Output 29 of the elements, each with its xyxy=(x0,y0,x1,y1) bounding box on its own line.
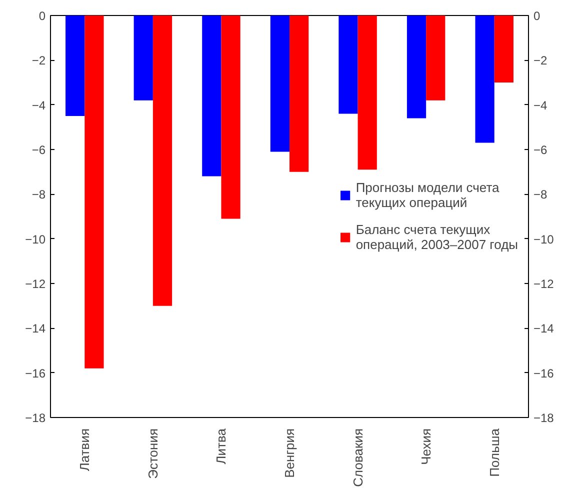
x-tick-label: Эстония xyxy=(145,428,160,479)
x-tick-label: Литва xyxy=(214,428,229,464)
y-tick-label: −14 xyxy=(25,322,46,336)
x-tick-label: Польша xyxy=(486,428,502,477)
y-tick-label: −2 xyxy=(32,54,46,68)
y-tick-label: −10 xyxy=(25,232,46,246)
y2-tick-label: −4 xyxy=(534,98,548,112)
y-tick-label: −4 xyxy=(32,98,46,112)
y2-tick-label: −2 xyxy=(534,54,548,68)
y-tick-label: −8 xyxy=(32,188,46,202)
y2-tick-label: −16 xyxy=(534,366,554,380)
y-tick-label: 0 xyxy=(38,9,46,23)
x-tick-label: Латвия xyxy=(77,428,92,472)
x-tick-label: Венгрия xyxy=(282,428,297,478)
y-tick-label: −16 xyxy=(25,366,46,380)
x-tick-label: Словакия xyxy=(350,428,366,487)
legend-label: Прогнозы модели счета текущих операций xyxy=(356,180,500,210)
y2-tick-label: −14 xyxy=(534,322,554,336)
y2-tick-label: −10 xyxy=(534,232,554,246)
y2-tick-label: −18 xyxy=(534,411,554,425)
y2-tick-label: −6 xyxy=(534,143,548,157)
y-tick-label: −6 xyxy=(32,143,46,157)
y2-tick-label: −8 xyxy=(534,188,548,202)
y2-tick-label: 0 xyxy=(534,9,540,23)
y-tick-label: −12 xyxy=(25,277,46,291)
x-tick-label: Чехия xyxy=(418,428,434,465)
y-tick-label: −18 xyxy=(25,411,46,425)
y2-tick-label: −12 xyxy=(534,277,554,291)
legend-label: Баланс счета текущих операций, 2003–2007 годы xyxy=(356,222,518,252)
